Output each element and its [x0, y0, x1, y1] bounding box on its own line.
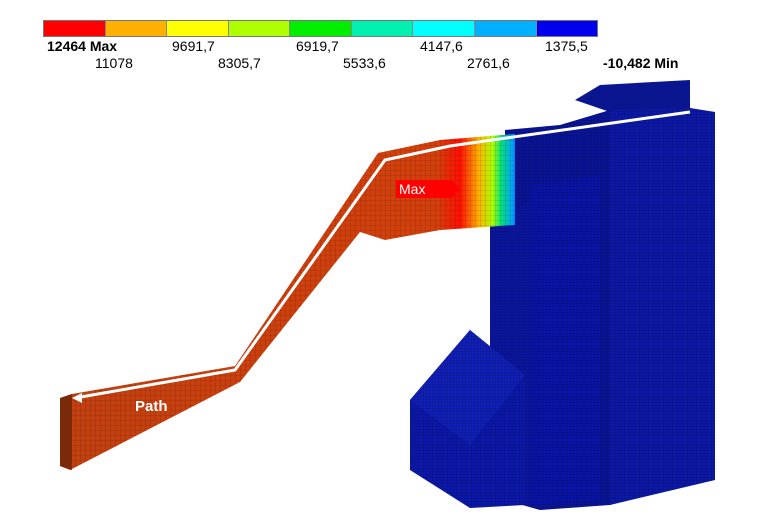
legend-label: 8305,7 [218, 55, 261, 71]
legend-swatch-3 [228, 21, 291, 36]
legend-swatch-1 [105, 21, 168, 36]
legend-label: 4147,6 [420, 38, 463, 54]
path-label: Path [135, 398, 168, 415]
legend-swatch-6 [413, 21, 475, 36]
legend-swatch-5 [351, 21, 414, 36]
dam-structure [410, 80, 715, 510]
chute [60, 134, 515, 470]
legend-label: 1375,5 [545, 38, 588, 54]
legend-swatch-0 [44, 21, 106, 36]
color-legend-bar [43, 20, 598, 37]
legend-label-max: 12464 Max [47, 38, 118, 54]
max-marker [396, 180, 460, 198]
legend-label: 6919,7 [296, 38, 339, 54]
path-arrow-icon [72, 393, 82, 403]
legend-swatch-2 [167, 21, 229, 36]
max-label: Max [399, 181, 426, 197]
legend-label: 11078 [95, 55, 133, 71]
legend-swatch-8 [536, 21, 598, 36]
legend-label: 2761,6 [467, 55, 510, 71]
path-line [72, 110, 691, 403]
legend-label-min: -10,482 Min [603, 55, 679, 71]
legend-swatch-7 [474, 21, 537, 36]
legend-label: 5533,6 [343, 55, 386, 71]
legend-label: 9691,7 [172, 38, 215, 54]
legend-swatch-4 [290, 21, 352, 36]
